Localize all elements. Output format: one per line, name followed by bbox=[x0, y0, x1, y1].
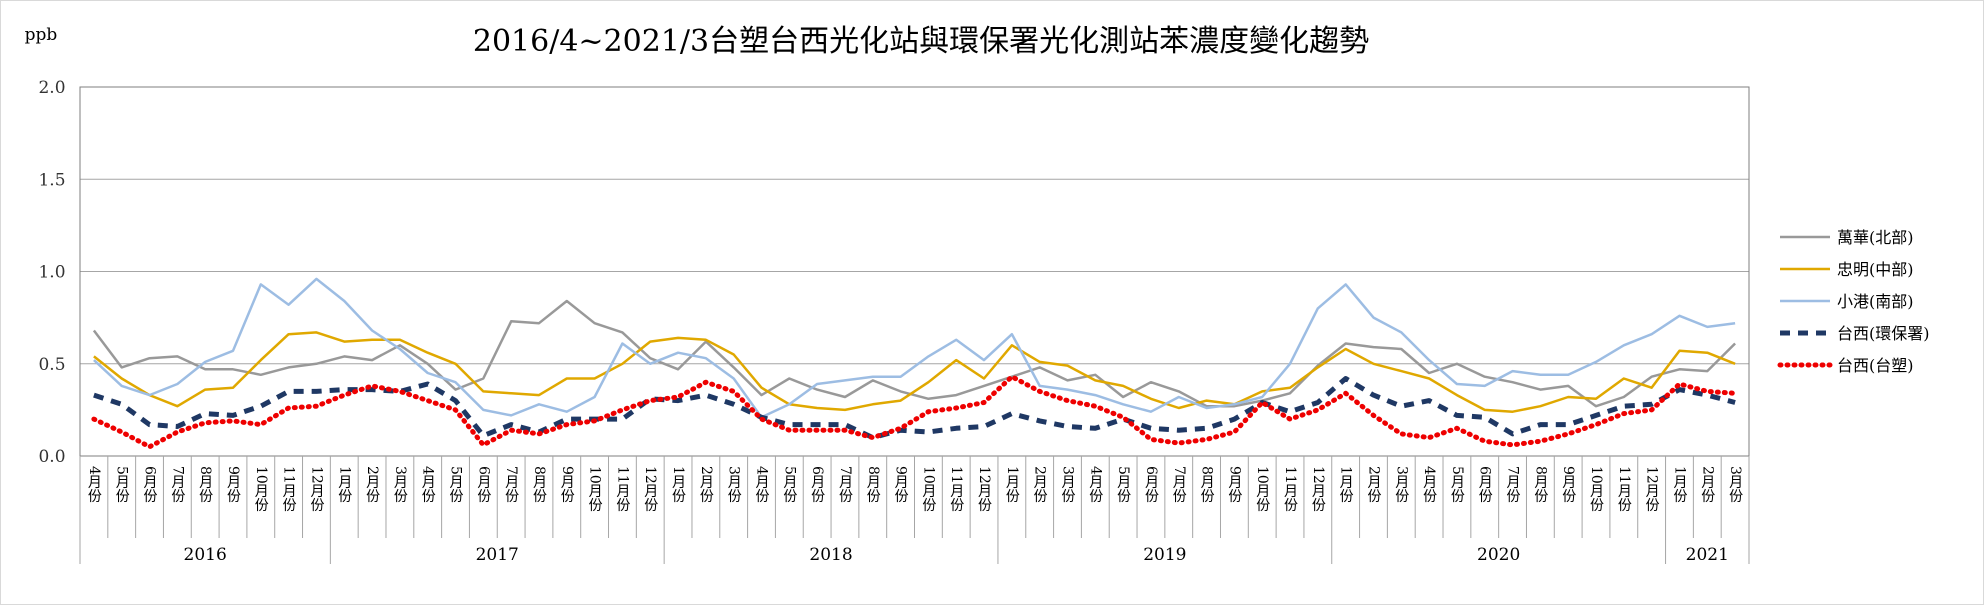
x-category-label: 11月份 bbox=[948, 466, 964, 513]
x-category-label: 3月份 bbox=[1393, 466, 1409, 504]
x-category-label: 8月份 bbox=[1532, 466, 1548, 504]
x-year-label: 2021 bbox=[1686, 545, 1729, 565]
x-category-label: 12月份 bbox=[976, 466, 992, 513]
x-category-label: 10月份 bbox=[1254, 466, 1270, 513]
series-lines bbox=[91, 277, 1738, 450]
x-category-label: 8月份 bbox=[531, 466, 547, 504]
x-category-label: 12月份 bbox=[308, 466, 324, 513]
x-axis: 4月份 5月份 6月份 7月份 8月份 9月份 10月份 11月份 12月份 1月份 2月份 3月份 4… bbox=[79, 456, 1750, 565]
x-category-label: 4月份 bbox=[1421, 466, 1437, 504]
x-category-label: 7月份 bbox=[837, 466, 853, 504]
x-category-label: 11月份 bbox=[281, 466, 297, 513]
x-category-label: 2月份 bbox=[1699, 466, 1715, 504]
x-category-label: 1月份 bbox=[670, 466, 686, 504]
x-category-label: 3月份 bbox=[392, 466, 408, 504]
x-category-label: 3月份 bbox=[1059, 466, 1075, 504]
series-line-3 bbox=[93, 277, 1736, 419]
x-category-label: 5月份 bbox=[781, 466, 797, 504]
x-category-label: 10月份 bbox=[253, 466, 269, 513]
y-tick-label: 1.5 bbox=[38, 170, 65, 190]
x-category-label: 1月份 bbox=[1671, 466, 1687, 504]
x-category-label: 6月份 bbox=[475, 466, 491, 504]
x-category-label: 4月份 bbox=[1087, 466, 1103, 504]
series-line-4 bbox=[93, 376, 1736, 441]
y-tick-label: 2.0 bbox=[38, 78, 65, 98]
x-category-label: 6月份 bbox=[1477, 466, 1493, 504]
x-category-label: 5月份 bbox=[448, 466, 464, 504]
x-category-label: 2月份 bbox=[1365, 466, 1381, 504]
y-tick-label: 0.0 bbox=[38, 447, 65, 467]
x-category-label: 8月份 bbox=[865, 466, 881, 504]
x-category-label: 2月份 bbox=[1032, 466, 1048, 504]
x-category-label: 1月份 bbox=[336, 466, 352, 504]
x-category-label: 5月份 bbox=[1449, 466, 1465, 504]
x-category-label: 5月份 bbox=[114, 466, 130, 504]
x-category-label: 9月份 bbox=[893, 466, 909, 504]
y-axis-unit-label: ppb bbox=[25, 25, 58, 45]
x-category-label: 12月份 bbox=[1644, 466, 1660, 513]
x-category-label: 7月份 bbox=[1171, 466, 1187, 504]
legend: 萬華(北部) 忠明(中部) 小港(南部) 台西(環保署) 台西(台塑) bbox=[1777, 228, 1930, 375]
chart-title: 2016/4~2021/3台塑台西光化站與環保署光化測站苯濃度變化趨勢 bbox=[473, 24, 1369, 59]
x-category-label: 4月份 bbox=[420, 466, 436, 504]
x-category-label: 7月份 bbox=[169, 466, 185, 504]
legend-label: 台西(環保署) bbox=[1837, 324, 1930, 343]
x-category-label: 11月份 bbox=[1616, 466, 1632, 513]
x-category-label: 11月份 bbox=[614, 466, 630, 513]
x-year-label: 2019 bbox=[1143, 545, 1186, 565]
x-category-label: 6月份 bbox=[809, 466, 825, 504]
x-category-label: 5月份 bbox=[1115, 466, 1131, 504]
x-category-label: 8月份 bbox=[1199, 466, 1215, 504]
x-category-label: 7月份 bbox=[503, 466, 519, 504]
x-category-label: 10月份 bbox=[920, 466, 936, 513]
x-category-label: 3月份 bbox=[726, 466, 742, 504]
legend-label: 忠明(中部) bbox=[1837, 260, 1914, 279]
x-year-label: 2016 bbox=[184, 545, 227, 565]
x-category-label: 9月份 bbox=[559, 466, 575, 504]
y-tick-label: 0.5 bbox=[38, 355, 65, 375]
x-category-label: 12月份 bbox=[642, 466, 658, 513]
x-category-label: 10月份 bbox=[1588, 466, 1604, 513]
y-axis-ticks: 0.0 0.5 1.0 1.5 2.0 bbox=[38, 78, 65, 467]
y-tick-label: 1.0 bbox=[38, 263, 65, 283]
x-category-label: 9月份 bbox=[1226, 466, 1242, 504]
x-year-label: 2017 bbox=[476, 545, 519, 565]
x-category-label: 1月份 bbox=[1338, 466, 1354, 504]
series-line-1 bbox=[92, 299, 1736, 408]
x-category-label: 12月份 bbox=[1310, 466, 1326, 513]
x-category-label: 11月份 bbox=[1282, 466, 1298, 513]
x-category-label: 2月份 bbox=[364, 466, 380, 504]
x-category-label: 10月份 bbox=[587, 466, 603, 513]
x-category-label: 3月份 bbox=[1727, 466, 1743, 504]
legend-label: 台西(台塑) bbox=[1837, 356, 1914, 375]
legend-label: 小港(南部) bbox=[1837, 292, 1914, 311]
x-category-label: 9月份 bbox=[1560, 466, 1576, 504]
x-category-label: 7月份 bbox=[1505, 466, 1521, 504]
x-category-label: 8月份 bbox=[197, 466, 213, 504]
x-category-label: 6月份 bbox=[1143, 466, 1159, 504]
x-category-label: 9月份 bbox=[225, 466, 241, 504]
series-line-2 bbox=[93, 331, 1736, 413]
series-line-5 bbox=[91, 374, 1738, 450]
x-year-label: 2018 bbox=[809, 545, 852, 565]
legend-label: 萬華(北部) bbox=[1837, 228, 1914, 247]
x-category-label: 6月份 bbox=[142, 466, 158, 504]
x-category-label: 1月份 bbox=[1004, 466, 1020, 504]
x-year-label: 2020 bbox=[1477, 545, 1520, 565]
x-category-label: 4月份 bbox=[86, 466, 102, 504]
x-category-label: 4月份 bbox=[754, 466, 770, 504]
x-category-label: 2月份 bbox=[698, 466, 714, 504]
